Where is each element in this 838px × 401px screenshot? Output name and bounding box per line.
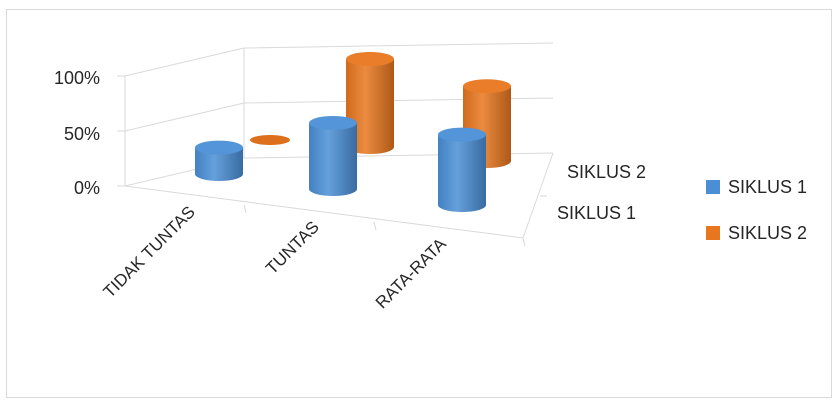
- bar-siklus-1-tidak-tuntas: [195, 140, 243, 181]
- bar-body: [438, 134, 486, 212]
- category-label-tidak-tuntas: TIDAK TUNTAS: [100, 202, 199, 301]
- cylinder-bars: [195, 52, 511, 212]
- bar-top: [250, 135, 290, 145]
- bar-siklus-1-rata-rata: [438, 127, 486, 212]
- y-tick-0: 0%: [74, 178, 100, 198]
- legend-swatch-siklus-1: [706, 180, 720, 194]
- legend: SIKLUS 1 SIKLUS 2: [706, 177, 807, 243]
- x-tick-mark: [243, 204, 247, 214]
- legend-swatch-siklus-2: [706, 226, 720, 240]
- legend-label-siklus-1: SIKLUS 1: [728, 177, 807, 197]
- bar-top: [309, 116, 357, 130]
- depth-axis-labels: SIKLUS 2 SIKLUS 1: [557, 162, 646, 223]
- x-tick-mark: [373, 221, 377, 231]
- category-label-tuntas: TUNTAS: [262, 217, 323, 278]
- gridline: [124, 42, 554, 77]
- bar-top: [463, 79, 511, 94]
- bar-body: [309, 123, 357, 196]
- bar-top: [438, 127, 486, 142]
- bar-siklus-2-tidak-tuntas: [250, 135, 290, 145]
- bar-top: [346, 52, 394, 66]
- y-tick-100: 100%: [54, 68, 100, 88]
- category-axis-labels: TIDAK TUNTAS TUNTAS RATA-RATA: [100, 202, 451, 312]
- y-tick-50: 50%: [64, 124, 100, 144]
- legend-label-siklus-2: SIKLUS 2: [728, 223, 807, 243]
- chart-frame: [6, 9, 832, 398]
- x-tick-mark: [522, 237, 526, 247]
- bar-body: [195, 147, 243, 181]
- y-axis-tick-labels: 100% 50% 0%: [54, 68, 100, 198]
- bar-top: [195, 140, 243, 155]
- depth-label-siklus-1: SIKLUS 1: [557, 203, 636, 223]
- bar-body: [346, 59, 394, 154]
- category-label-rata-rata: RATA-RATA: [372, 234, 450, 312]
- bar-siklus-2-tuntas: [346, 52, 394, 154]
- bar-siklus-1-tuntas: [309, 116, 357, 196]
- depth-label-siklus-2: SIKLUS 2: [567, 162, 646, 182]
